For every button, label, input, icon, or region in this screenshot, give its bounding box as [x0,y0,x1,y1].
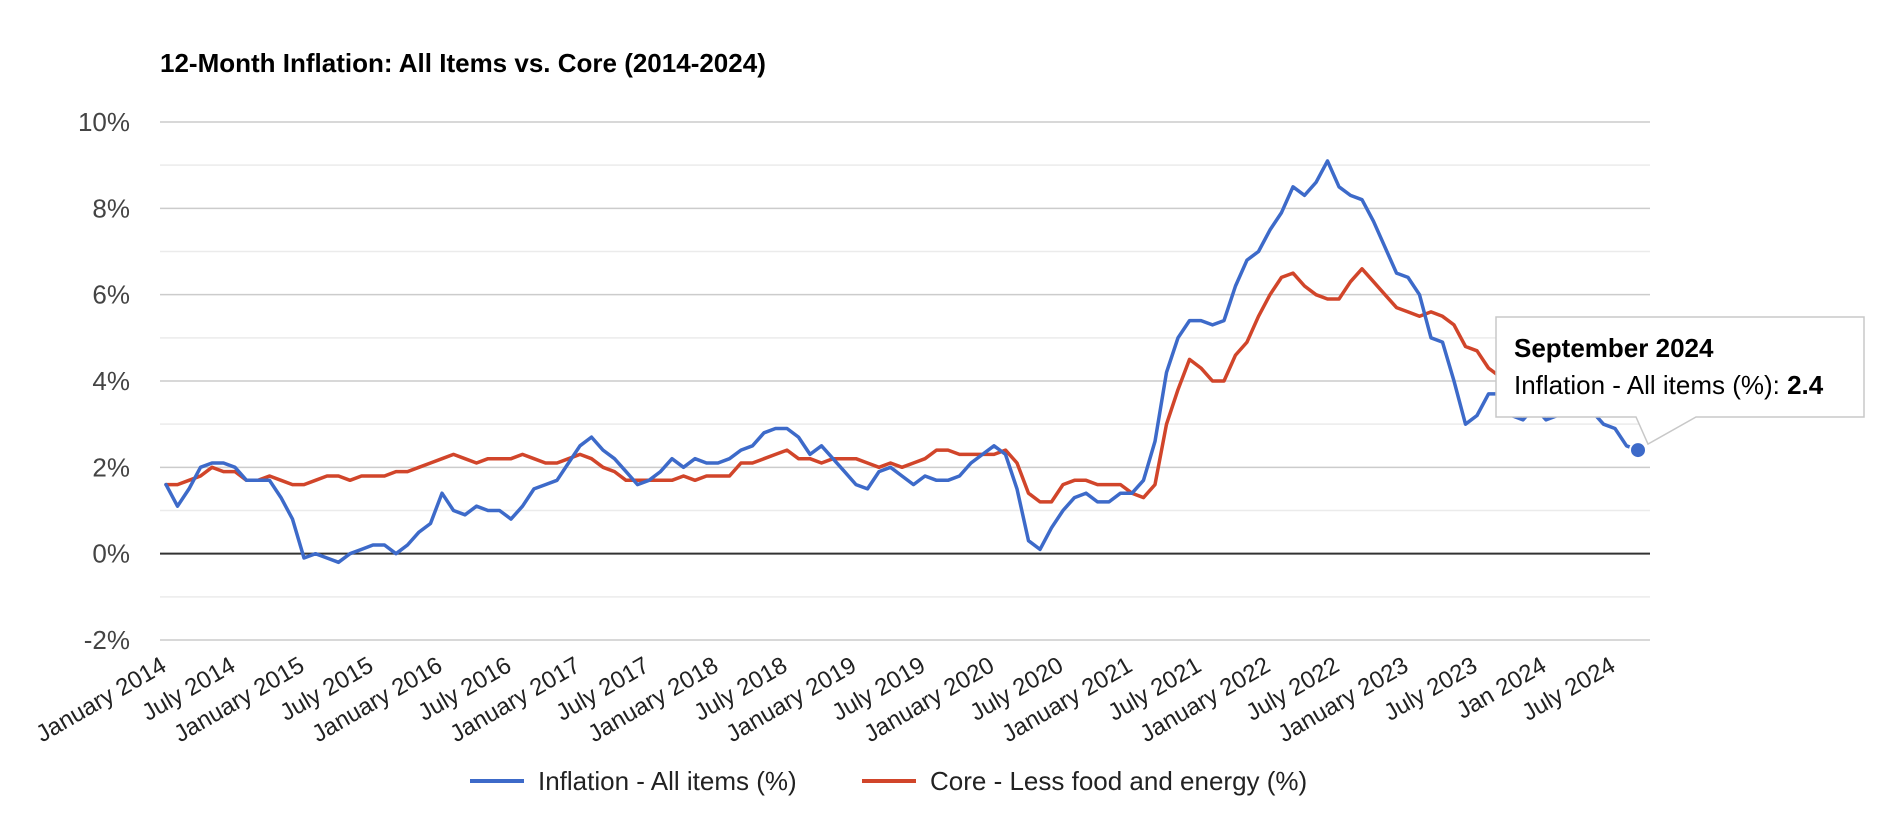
y-tick-label: 2% [92,452,130,482]
legend-label-core[interactable]: Core - Less food and energy (%) [930,766,1307,796]
series-lines [164,159,1640,565]
y-tick-label: 6% [92,280,130,310]
y-tick-label: 10% [78,107,130,137]
legend[interactable]: Inflation - All items (%) Core - Less foo… [470,766,1307,796]
y-axis-tick-labels: -2% 0% 2% 4% 6% 8% 10% [78,107,130,655]
tooltip-title: September 2024 [1514,333,1714,363]
y-tick-label: 0% [92,539,130,569]
y-tick-label: -2% [84,625,130,655]
tooltip-series-label: Inflation - All items (%): [1514,370,1787,400]
tooltip-line: Inflation - All items (%): 2.4 [1514,370,1824,400]
series-line-all-items[interactable] [164,159,1640,565]
series-line-core[interactable] [164,267,1640,504]
gridlines [160,121,1650,641]
tooltip-value: 2.4 [1787,370,1824,400]
y-tick-label: 4% [92,366,130,396]
y-tick-label: 8% [92,193,130,223]
tooltip: September 2024 Inflation - All items (%):… [1495,316,1865,460]
legend-label-all-items[interactable]: Inflation - All items (%) [538,766,797,796]
highlighted-data-point[interactable] [1629,441,1647,460]
tooltip-box [1495,316,1865,446]
chart-title: 12-Month Inflation: All Items vs. Core (… [160,48,766,78]
